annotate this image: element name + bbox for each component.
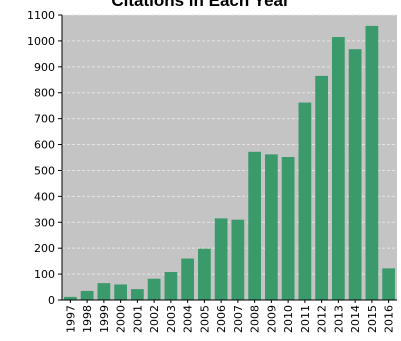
y-tick-label: 500 [34, 164, 55, 177]
x-tick-label: 1997 [64, 305, 77, 333]
bar [282, 157, 295, 300]
bar [81, 291, 94, 300]
bar [349, 49, 362, 300]
x-tick-label: 1998 [81, 305, 94, 333]
bar [366, 26, 379, 300]
x-tick-label: 2011 [299, 305, 312, 333]
bar [148, 279, 161, 300]
bar [332, 37, 345, 300]
bar [215, 218, 228, 300]
x-tick-label: 2010 [282, 305, 295, 333]
y-tick-label: 900 [34, 61, 55, 74]
x-tick-label: 2014 [349, 305, 362, 333]
y-tick-label: 400 [34, 190, 55, 203]
x-tick-label: 2008 [249, 305, 262, 333]
x-tick-label: 2015 [366, 305, 379, 333]
x-tick-label: 2001 [131, 305, 144, 333]
x-tick-label: 2013 [332, 305, 345, 333]
y-tick-label: 300 [34, 216, 55, 229]
bar [232, 220, 245, 300]
y-tick-label: 200 [34, 242, 55, 255]
bar [198, 249, 211, 300]
y-tick-label: 100 [34, 268, 55, 281]
y-tick-label: 700 [34, 113, 55, 126]
bar [265, 154, 278, 300]
x-tick-label: 2000 [115, 305, 128, 333]
x-tick-label: 2005 [198, 305, 211, 333]
bar [248, 152, 261, 300]
y-tick-label: 0 [48, 294, 55, 307]
bar [315, 76, 328, 300]
bar [299, 103, 312, 300]
x-tick-label: 2009 [265, 305, 278, 333]
x-tick-label: 2002 [148, 305, 161, 333]
x-tick-label: 2012 [316, 305, 329, 333]
x-tick-label: 2004 [182, 305, 195, 333]
x-tick-label: 2016 [383, 305, 396, 333]
bar [382, 268, 395, 300]
y-tick-label: 1000 [27, 35, 55, 48]
x-tick-label: 2006 [215, 305, 228, 333]
plot-background [62, 15, 397, 300]
bar [131, 289, 144, 300]
y-tick-label: 1100 [27, 9, 55, 22]
y-tick-label: 600 [34, 139, 55, 152]
bar [165, 272, 178, 300]
x-tick-label: 1999 [98, 305, 111, 333]
bar [98, 283, 111, 300]
bar [114, 284, 127, 300]
x-tick-label: 2007 [232, 305, 245, 333]
bar [181, 259, 194, 300]
x-tick-label: 2003 [165, 305, 178, 333]
y-tick-label: 800 [34, 87, 55, 100]
